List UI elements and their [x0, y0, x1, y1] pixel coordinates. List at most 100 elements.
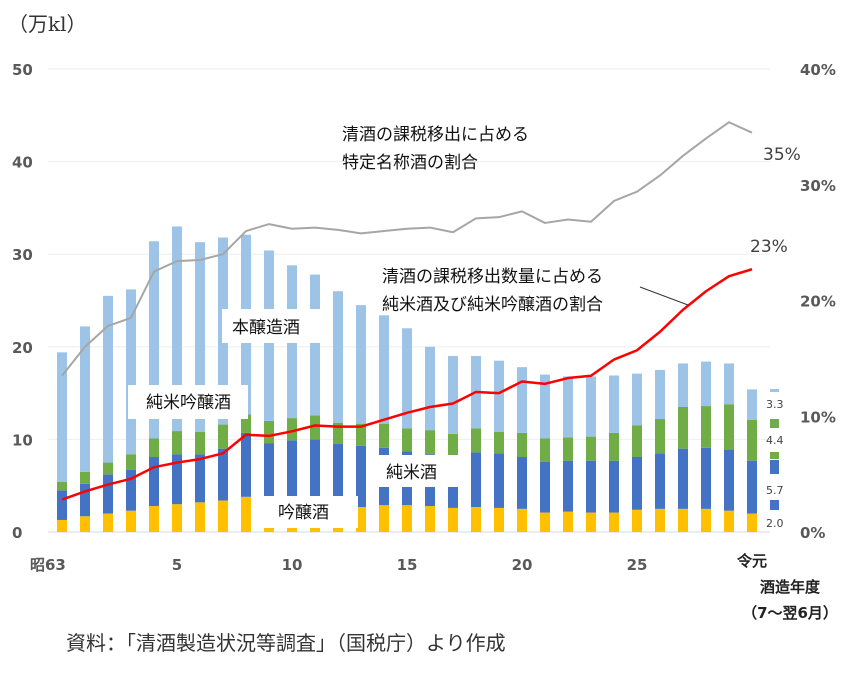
x-tick-label: 10: [282, 556, 303, 574]
label-junmai: 純米酒: [386, 463, 437, 483]
bar-segment-junmai: [310, 439, 320, 508]
source-note: 資料：「清酒製造状況等調査」（国税庁）より作成: [66, 631, 506, 655]
bar-segment-ginjo: [724, 510, 734, 532]
bar-segment-honjozo: [655, 369, 665, 420]
bar-segment-junmai-ginjo: [218, 424, 228, 449]
bar-segment-junmai-ginjo: [103, 462, 113, 475]
bar-segment-junmai: [264, 443, 274, 505]
bar-segment-ginjo: [218, 500, 228, 532]
bar-segment-honjozo: [701, 361, 711, 407]
x-tick-label: 昭63: [30, 556, 66, 574]
bar-segment-ginjo: [425, 506, 435, 532]
bar-segment-junmai: [701, 447, 711, 509]
bar-segment-ginjo: [540, 512, 550, 532]
bar-segment-ginjo: [563, 511, 573, 532]
label-honjozo: 本醸造酒: [232, 318, 300, 338]
mini-marker-honjozo: [770, 389, 779, 392]
x-tick-label: 25: [627, 556, 648, 574]
label-ginjo: 吟醸酒: [278, 503, 329, 523]
bar-segment-junmai-ginjo: [586, 436, 596, 461]
bar-segment-junmai: [241, 432, 251, 497]
bar-segment-ginjo: [632, 509, 642, 532]
gray-line-end-label: 35%: [763, 145, 801, 165]
bar-segment-honjozo: [517, 367, 527, 433]
bar-segment-ginjo: [80, 516, 90, 532]
stacked-bars: [57, 226, 757, 532]
bar-segment-junmai: [609, 460, 619, 513]
bar-segment-honjozo: [494, 360, 504, 432]
gray-line-label-2: 特定名称酒の割合: [342, 153, 478, 173]
x-tick-label: 15: [397, 556, 418, 574]
bar-segment-junmai: [172, 454, 182, 505]
bar-segment-honjozo: [80, 326, 90, 472]
bar-segment-junmai: [747, 460, 757, 514]
bar-segment-junmai-ginjo: [425, 430, 435, 455]
gray-line-label-1: 清酒の課税移出に占める: [342, 125, 529, 145]
bar-segment-ginjo: [701, 508, 711, 532]
y-axis-unit-label: （万kl）: [8, 12, 87, 36]
bar-segment-honjozo: [57, 352, 67, 482]
gray-ratio-line: [61, 121, 753, 377]
bar-segment-junmai-ginjo: [287, 418, 297, 441]
y-tick-label: 20: [12, 339, 33, 357]
bar-segment-ginjo: [172, 504, 182, 532]
x-tick-label: 令元: [737, 552, 767, 570]
bar-segment-ginjo: [195, 502, 205, 532]
y-tick-label: 50: [12, 61, 33, 79]
red-ratio-line: [61, 268, 753, 501]
bar-segment-ginjo: [517, 508, 527, 532]
honjozo-label-bg: [222, 309, 320, 343]
bar-segment-junmai: [632, 456, 642, 510]
bar-segment-honjozo: [310, 274, 320, 416]
last-value-junmai: 5.7: [766, 484, 784, 497]
bar-segment-honjozo: [540, 374, 550, 439]
bar-segment-junmai: [356, 445, 366, 507]
bar-segment-junmai-ginjo: [379, 423, 389, 448]
bar-segment-honjozo: [448, 356, 458, 434]
mini-marker-junmai: [770, 460, 779, 474]
bar-segment-junmai-ginjo: [701, 406, 711, 448]
bar-segment-ginjo: [747, 513, 757, 532]
bar-segment-junmai: [333, 444, 343, 507]
junmai-ginjo-label-bg: [128, 385, 248, 419]
bar-segment-junmai-ginjo: [402, 428, 412, 452]
bar-segment-junmai: [540, 461, 550, 513]
bar-segment-junmai-ginjo: [57, 481, 67, 491]
bar-segment-honjozo: [425, 346, 435, 431]
axes: 0 10 20 30 40 50 0% 10% 20% 30% 40% 昭63 5 10 15 20 25 令元: [12, 61, 836, 574]
bar-segment-junmai-ginjo: [494, 431, 504, 454]
ratio-lines: [61, 121, 753, 501]
bar-segment-ginjo: [356, 506, 366, 532]
bar-segment-junmai: [494, 453, 504, 508]
bar-segment-ginjo: [103, 513, 113, 532]
bar-segment-junmai: [218, 448, 228, 501]
x-tick-label: 20: [512, 556, 533, 574]
bar-segment-junmai-ginjo: [678, 406, 688, 449]
bar-segment-junmai: [80, 483, 90, 517]
bar-segment-junmai: [287, 440, 297, 507]
label-junmai-ginjo: 純米吟醸酒: [146, 393, 231, 413]
x-axis-title: 酒造年度 （7～翌6月）: [742, 578, 838, 622]
bar-segment-ginjo: [402, 505, 412, 532]
bar-segment-junmai-ginjo: [126, 454, 136, 470]
red-line-label-2: 純米酒及び純米吟醸酒の割合: [382, 295, 603, 315]
bar-segment-honjozo: [586, 376, 596, 437]
bar-segment-honjozo: [333, 291, 343, 423]
bar-segment-honjozo: [379, 315, 389, 424]
bar-segment-junmai: [126, 469, 136, 511]
bar-segment-junmai: [678, 448, 688, 509]
bar-segment-junmai: [586, 460, 596, 513]
bar-segment-honjozo: [149, 241, 159, 439]
bar-segment-ginjo: [586, 512, 596, 532]
bar-segment-ginjo: [448, 507, 458, 532]
bar-segment-ginjo: [149, 506, 159, 532]
y-tick-label: 0: [12, 524, 22, 542]
red-line-label-1: 清酒の課税移出数量に占める: [382, 267, 603, 287]
bar-segment-junmai-ginjo: [80, 471, 90, 484]
bar-segment-junmai-ginjo: [264, 420, 274, 444]
bar-segment-honjozo: [172, 226, 182, 432]
bar-segment-ginjo: [241, 496, 251, 532]
bar-segment-junmai-ginjo: [724, 404, 734, 450]
y-tick-label: 10: [12, 431, 33, 449]
